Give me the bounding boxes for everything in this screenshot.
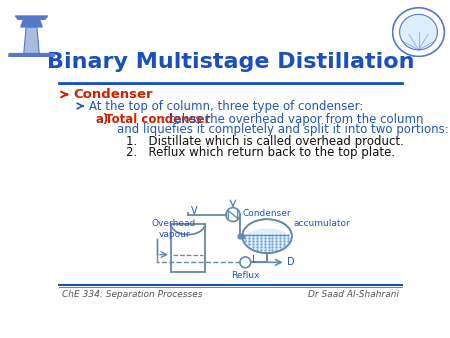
Text: Condenser: Condenser [73,88,153,101]
Circle shape [226,208,240,221]
Text: At the top of column, three type of condenser:: At the top of column, three type of cond… [89,99,363,113]
Text: L: L [252,255,258,265]
Polygon shape [23,27,40,57]
Text: and liquefies it completely and split it into two portions:: and liquefies it completely and split it… [117,123,449,136]
Polygon shape [21,19,42,27]
Text: D: D [287,257,295,267]
Text: Reflux: Reflux [231,271,260,280]
Text: ChE 334: Separation Processes: ChE 334: Separation Processes [63,290,203,299]
Circle shape [240,257,251,268]
Text: accumulator: accumulator [293,219,350,227]
Text: : takes the overhead vapor from the column: : takes the overhead vapor from the colu… [162,113,424,126]
Ellipse shape [242,219,292,253]
Text: 1.   Distillate which is called overhead product.: 1. Distillate which is called overhead p… [126,135,404,148]
Polygon shape [15,16,48,19]
FancyBboxPatch shape [9,53,54,59]
Text: Overhead
vapour: Overhead vapour [152,219,196,239]
Ellipse shape [243,228,291,250]
Circle shape [400,15,437,50]
Bar [171,224,205,271]
Text: Total condenser: Total condenser [105,113,211,126]
Text: Condenser: Condenser [242,209,291,218]
Text: V: V [191,207,198,217]
Text: Binary Multistage Distillation: Binary Multistage Distillation [47,52,414,72]
Text: 2.   Reflux which return back to the top plate.: 2. Reflux which return back to the top p… [126,146,395,160]
Circle shape [392,8,445,56]
Text: a): a) [95,113,108,126]
Text: Dr Saad Al-Shahrani: Dr Saad Al-Shahrani [308,290,399,299]
